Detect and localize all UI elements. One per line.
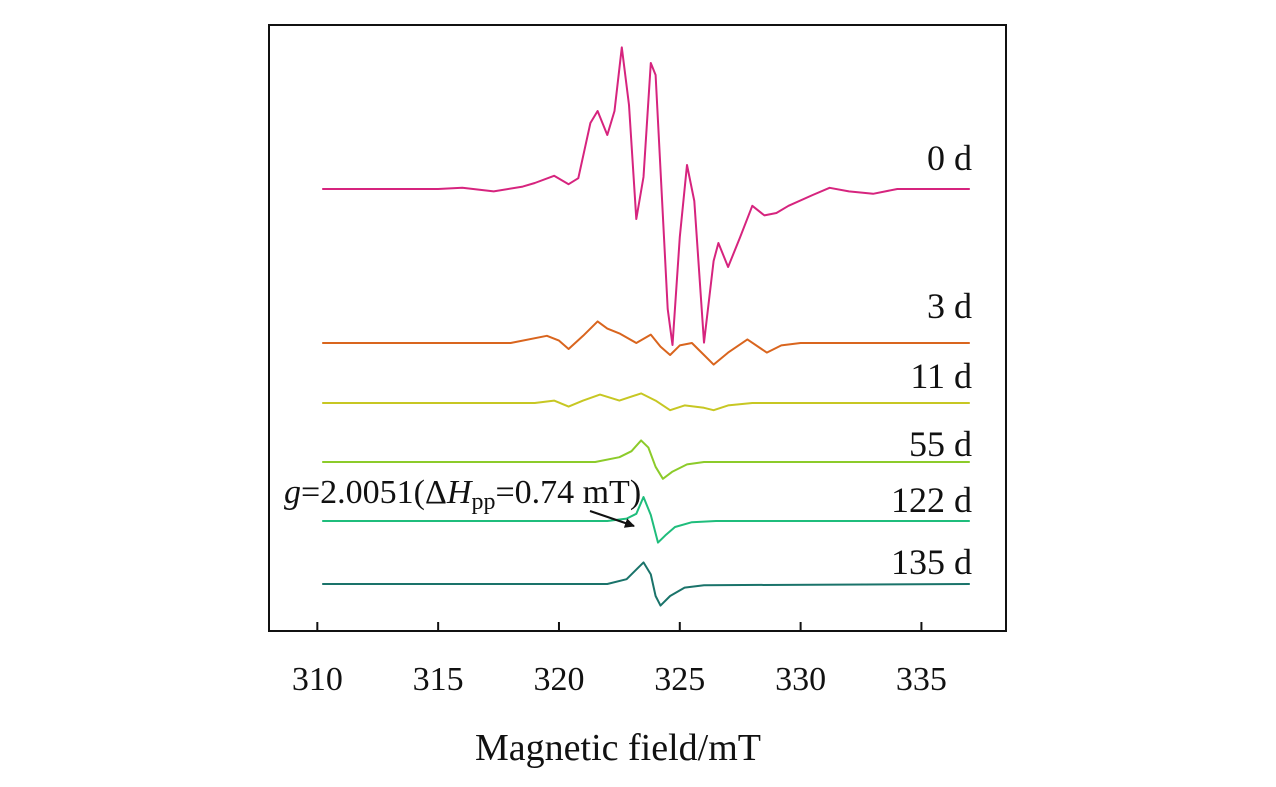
series-line-122d <box>322 496 970 544</box>
annotation-part1: =2.0051(Δ <box>301 474 447 511</box>
series-label-3d: 3 d <box>927 286 972 326</box>
series-label-layer: 0 d 3 d 11 d 55 d 122 d 135 d <box>891 138 972 582</box>
x-tick-label-310: 310 <box>292 661 343 698</box>
series-line-3d <box>322 320 970 366</box>
x-tick-label-330: 330 <box>775 661 826 698</box>
annotation-text: g=2.0051(ΔHpp=0.74 mT) <box>284 474 641 515</box>
plot-frame <box>268 24 1007 632</box>
x-tick-label-325: 325 <box>654 661 705 698</box>
annotation-h: H <box>446 474 474 511</box>
x-tick-label-320: 320 <box>533 661 584 698</box>
x-axis-title: Magnetic field/mT <box>475 727 761 769</box>
g-value-annotation: g=2.0051(ΔHpp=0.74 mT) <box>284 474 641 528</box>
series-line-55d <box>322 439 970 480</box>
annotation-arrow <box>589 510 635 528</box>
x-tick-label-315: 315 <box>413 661 464 698</box>
series-line-11d <box>322 392 970 412</box>
x-tick-label-335: 335 <box>896 661 947 698</box>
series-label-135d: 135 d <box>891 542 972 582</box>
series-label-0d: 0 d <box>927 138 972 178</box>
series-label-55d: 55 d <box>909 424 972 464</box>
annotation-part2: =0.74 mT) <box>495 474 641 511</box>
series-line-135d <box>322 561 970 607</box>
annotation-subscript: pp <box>471 489 495 515</box>
annotation-g: g <box>284 474 301 511</box>
series-line-0d <box>322 46 970 346</box>
series-layer <box>322 46 970 607</box>
series-label-11d: 11 d <box>910 356 972 396</box>
series-label-122d: 122 d <box>891 480 972 520</box>
x-axis: 310 315 320 325 330 335 <box>292 622 947 698</box>
